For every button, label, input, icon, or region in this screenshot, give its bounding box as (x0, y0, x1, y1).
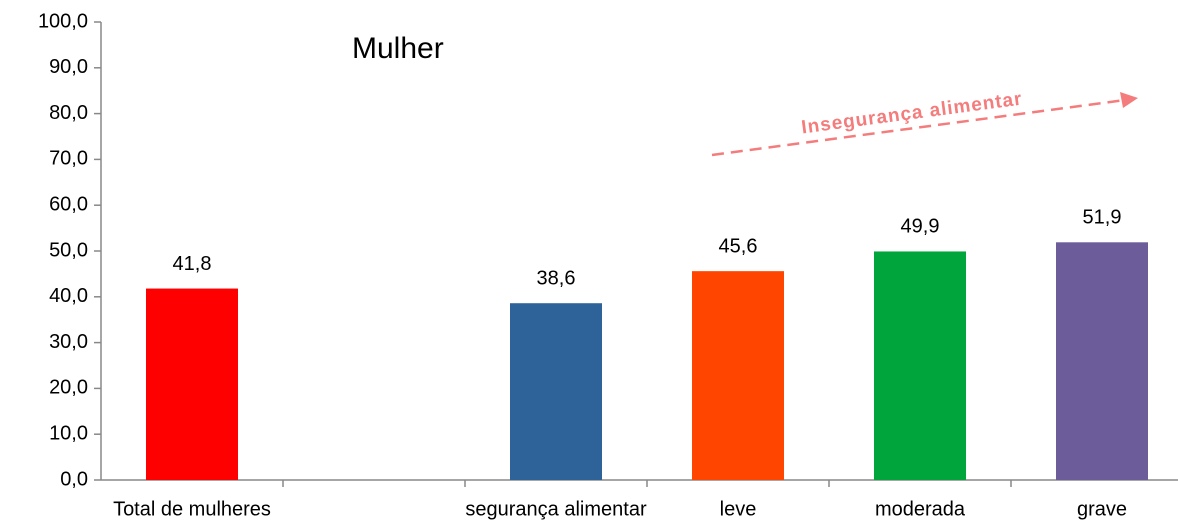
y-tick-label: 60,0 (49, 193, 88, 215)
bar (874, 251, 966, 480)
arrow-head (1120, 92, 1138, 108)
y-tick-label: 100,0 (38, 10, 88, 32)
y-tick-label: 0,0 (60, 468, 88, 490)
y-tick-label: 30,0 (49, 331, 88, 353)
bar (692, 271, 784, 480)
bar (1056, 242, 1148, 480)
chart-title: Mulher (352, 32, 444, 65)
y-tick-label: 90,0 (49, 56, 88, 78)
y-tick-label: 40,0 (49, 285, 88, 307)
y-tick-label: 10,0 (49, 422, 88, 444)
annotation-arrow (711, 98, 1126, 157)
value-label: 41,8 (173, 253, 212, 275)
x-tick-label: moderada (875, 498, 966, 520)
value-label: 49,9 (901, 216, 940, 238)
bar (146, 288, 238, 480)
x-tick-label: segurança alimentar (465, 498, 647, 520)
annotation: Insegurança alimentar (800, 89, 1024, 139)
value-label: 45,6 (719, 235, 758, 257)
y-tick-label: 70,0 (49, 148, 88, 170)
y-tick-label: 20,0 (49, 377, 88, 399)
y-tick-label: 50,0 (49, 239, 88, 261)
x-tick-label: grave (1077, 498, 1127, 520)
y-tick-label: 80,0 (49, 102, 88, 124)
value-label: 38,6 (537, 267, 576, 289)
x-tick-label: leve (720, 498, 757, 520)
bar (510, 303, 602, 480)
x-tick-label: Total de mulheres (113, 498, 271, 520)
value-label: 51,9 (1083, 207, 1122, 229)
